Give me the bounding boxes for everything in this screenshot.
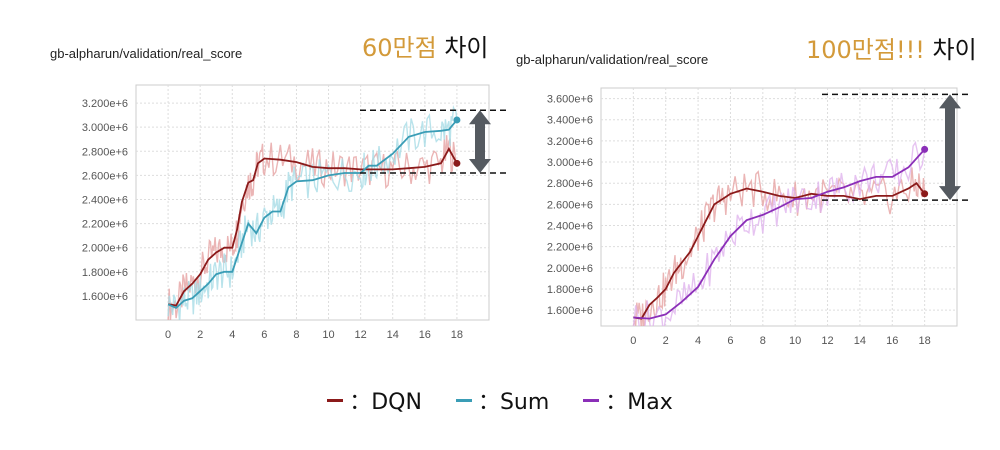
- x-tick-label: 14: [387, 329, 399, 341]
- difference-value: 60만점: [362, 34, 437, 62]
- series-raw-dqn: [632, 167, 926, 326]
- chart-panel-left: gb-alpharun/validation/real_score 60만점 차…: [0, 0, 510, 360]
- y-tick-label: 3.600e+6: [547, 94, 593, 106]
- x-tick-label: 4: [695, 335, 701, 347]
- y-tick-label: 3.200e+6: [547, 136, 593, 148]
- x-tick-label: 6: [727, 335, 733, 347]
- y-tick-label: 2.200e+6: [547, 242, 593, 254]
- legend-label-max: ：Max: [605, 390, 673, 415]
- y-tick-label: 3.000e+6: [82, 122, 128, 134]
- series-end-point-dqn: [921, 190, 929, 198]
- y-tick-label: 3.200e+6: [82, 98, 128, 110]
- series-line-max: [633, 148, 926, 320]
- x-tick-label: 8: [760, 335, 766, 347]
- difference-word: 차이: [444, 34, 489, 62]
- legend-swatch-max: [583, 398, 600, 402]
- legend-item-sum: ：Sum: [455, 384, 550, 416]
- chart-panel-right: gb-alpharun/validation/real_score 100만점!…: [500, 0, 1000, 360]
- legend-item-max: ：Max: [583, 384, 673, 416]
- series-raw-max: [632, 140, 926, 326]
- series-line-dqn: [167, 147, 458, 307]
- x-tick-label: 2: [663, 335, 669, 347]
- difference-arrow: [939, 94, 961, 201]
- difference-headline: 60만점 차이: [362, 28, 489, 63]
- legend-swatch-sum: [455, 398, 472, 402]
- y-tick-label: 2.200e+6: [82, 219, 128, 231]
- y-tick-label: 3.000e+6: [547, 157, 593, 169]
- difference-arrow: [469, 110, 491, 173]
- difference-value: 100만점!!!: [806, 36, 925, 64]
- x-tick-label: 18: [451, 329, 463, 341]
- x-tick-label: 16: [419, 329, 431, 341]
- line-chart-right: 0 2 4 6 8 10 12 14 16 18 1.600e+6 1.800e+6 2.000e+6 2…: [547, 87, 970, 347]
- x-tick-label: 18: [919, 335, 931, 347]
- y-tick-label: 3.400e+6: [547, 115, 593, 127]
- chart-title: gb-alpharun/validation/real_score: [516, 52, 709, 67]
- chart-title: gb-alpharun/validation/real_score: [50, 46, 243, 61]
- series-end-point-sum: [453, 116, 461, 124]
- y-tick-label: 1.600e+6: [82, 291, 128, 303]
- y-tick-label: 2.800e+6: [82, 146, 128, 158]
- series-end-point-dqn: [453, 159, 461, 167]
- legend-swatch-dqn: [327, 398, 344, 402]
- x-tick-label: 8: [293, 329, 299, 341]
- difference-headline: 100만점!!! 차이: [806, 30, 977, 65]
- x-tick-label: 0: [630, 335, 636, 347]
- x-tick-label: 12: [821, 335, 833, 347]
- plot-area: [167, 105, 458, 320]
- y-tick-label: 2.600e+6: [547, 199, 593, 211]
- y-tick-label: 2.800e+6: [547, 178, 593, 190]
- series-raw-sum: [167, 105, 458, 320]
- series-line-dqn: [633, 181, 926, 320]
- y-tick-label: 1.800e+6: [82, 267, 128, 279]
- x-tick-label: 10: [322, 329, 334, 341]
- y-tick-label: 2.600e+6: [82, 170, 128, 182]
- x-tick-label: 12: [355, 329, 367, 341]
- x-tick-label: 2: [197, 329, 203, 341]
- x-tick-label: 14: [854, 335, 866, 347]
- y-tick-label: 1.600e+6: [547, 305, 593, 317]
- x-tick-label: 10: [789, 335, 801, 347]
- x-tick-label: 16: [886, 335, 898, 347]
- x-tick-label: 6: [261, 329, 267, 341]
- y-tick-label: 1.800e+6: [547, 284, 593, 296]
- difference-word: 차이: [932, 36, 977, 64]
- legend-label-sum: ：Sum: [477, 390, 550, 415]
- series-end-point-max: [921, 145, 929, 153]
- plot-area: [632, 140, 926, 326]
- y-tick-label: 2.400e+6: [82, 194, 128, 206]
- y-tick-label: 2.000e+6: [82, 243, 128, 255]
- line-chart-left: 0 2 4 6 8 10 12 14 16 18 1.600e+6 1.800e+6 2.000e+6 2…: [82, 84, 510, 341]
- y-tick-label: 2.000e+6: [547, 263, 593, 275]
- x-tick-label: 0: [165, 329, 171, 341]
- legend-label-dqn: ：DQN: [349, 390, 422, 415]
- legend-item-dqn: ：DQN: [327, 384, 422, 416]
- series-line-sum: [167, 119, 458, 309]
- legend: ：DQN ：Sum ：Max: [0, 380, 1000, 420]
- x-tick-label: 4: [229, 329, 235, 341]
- y-tick-label: 2.400e+6: [547, 221, 593, 233]
